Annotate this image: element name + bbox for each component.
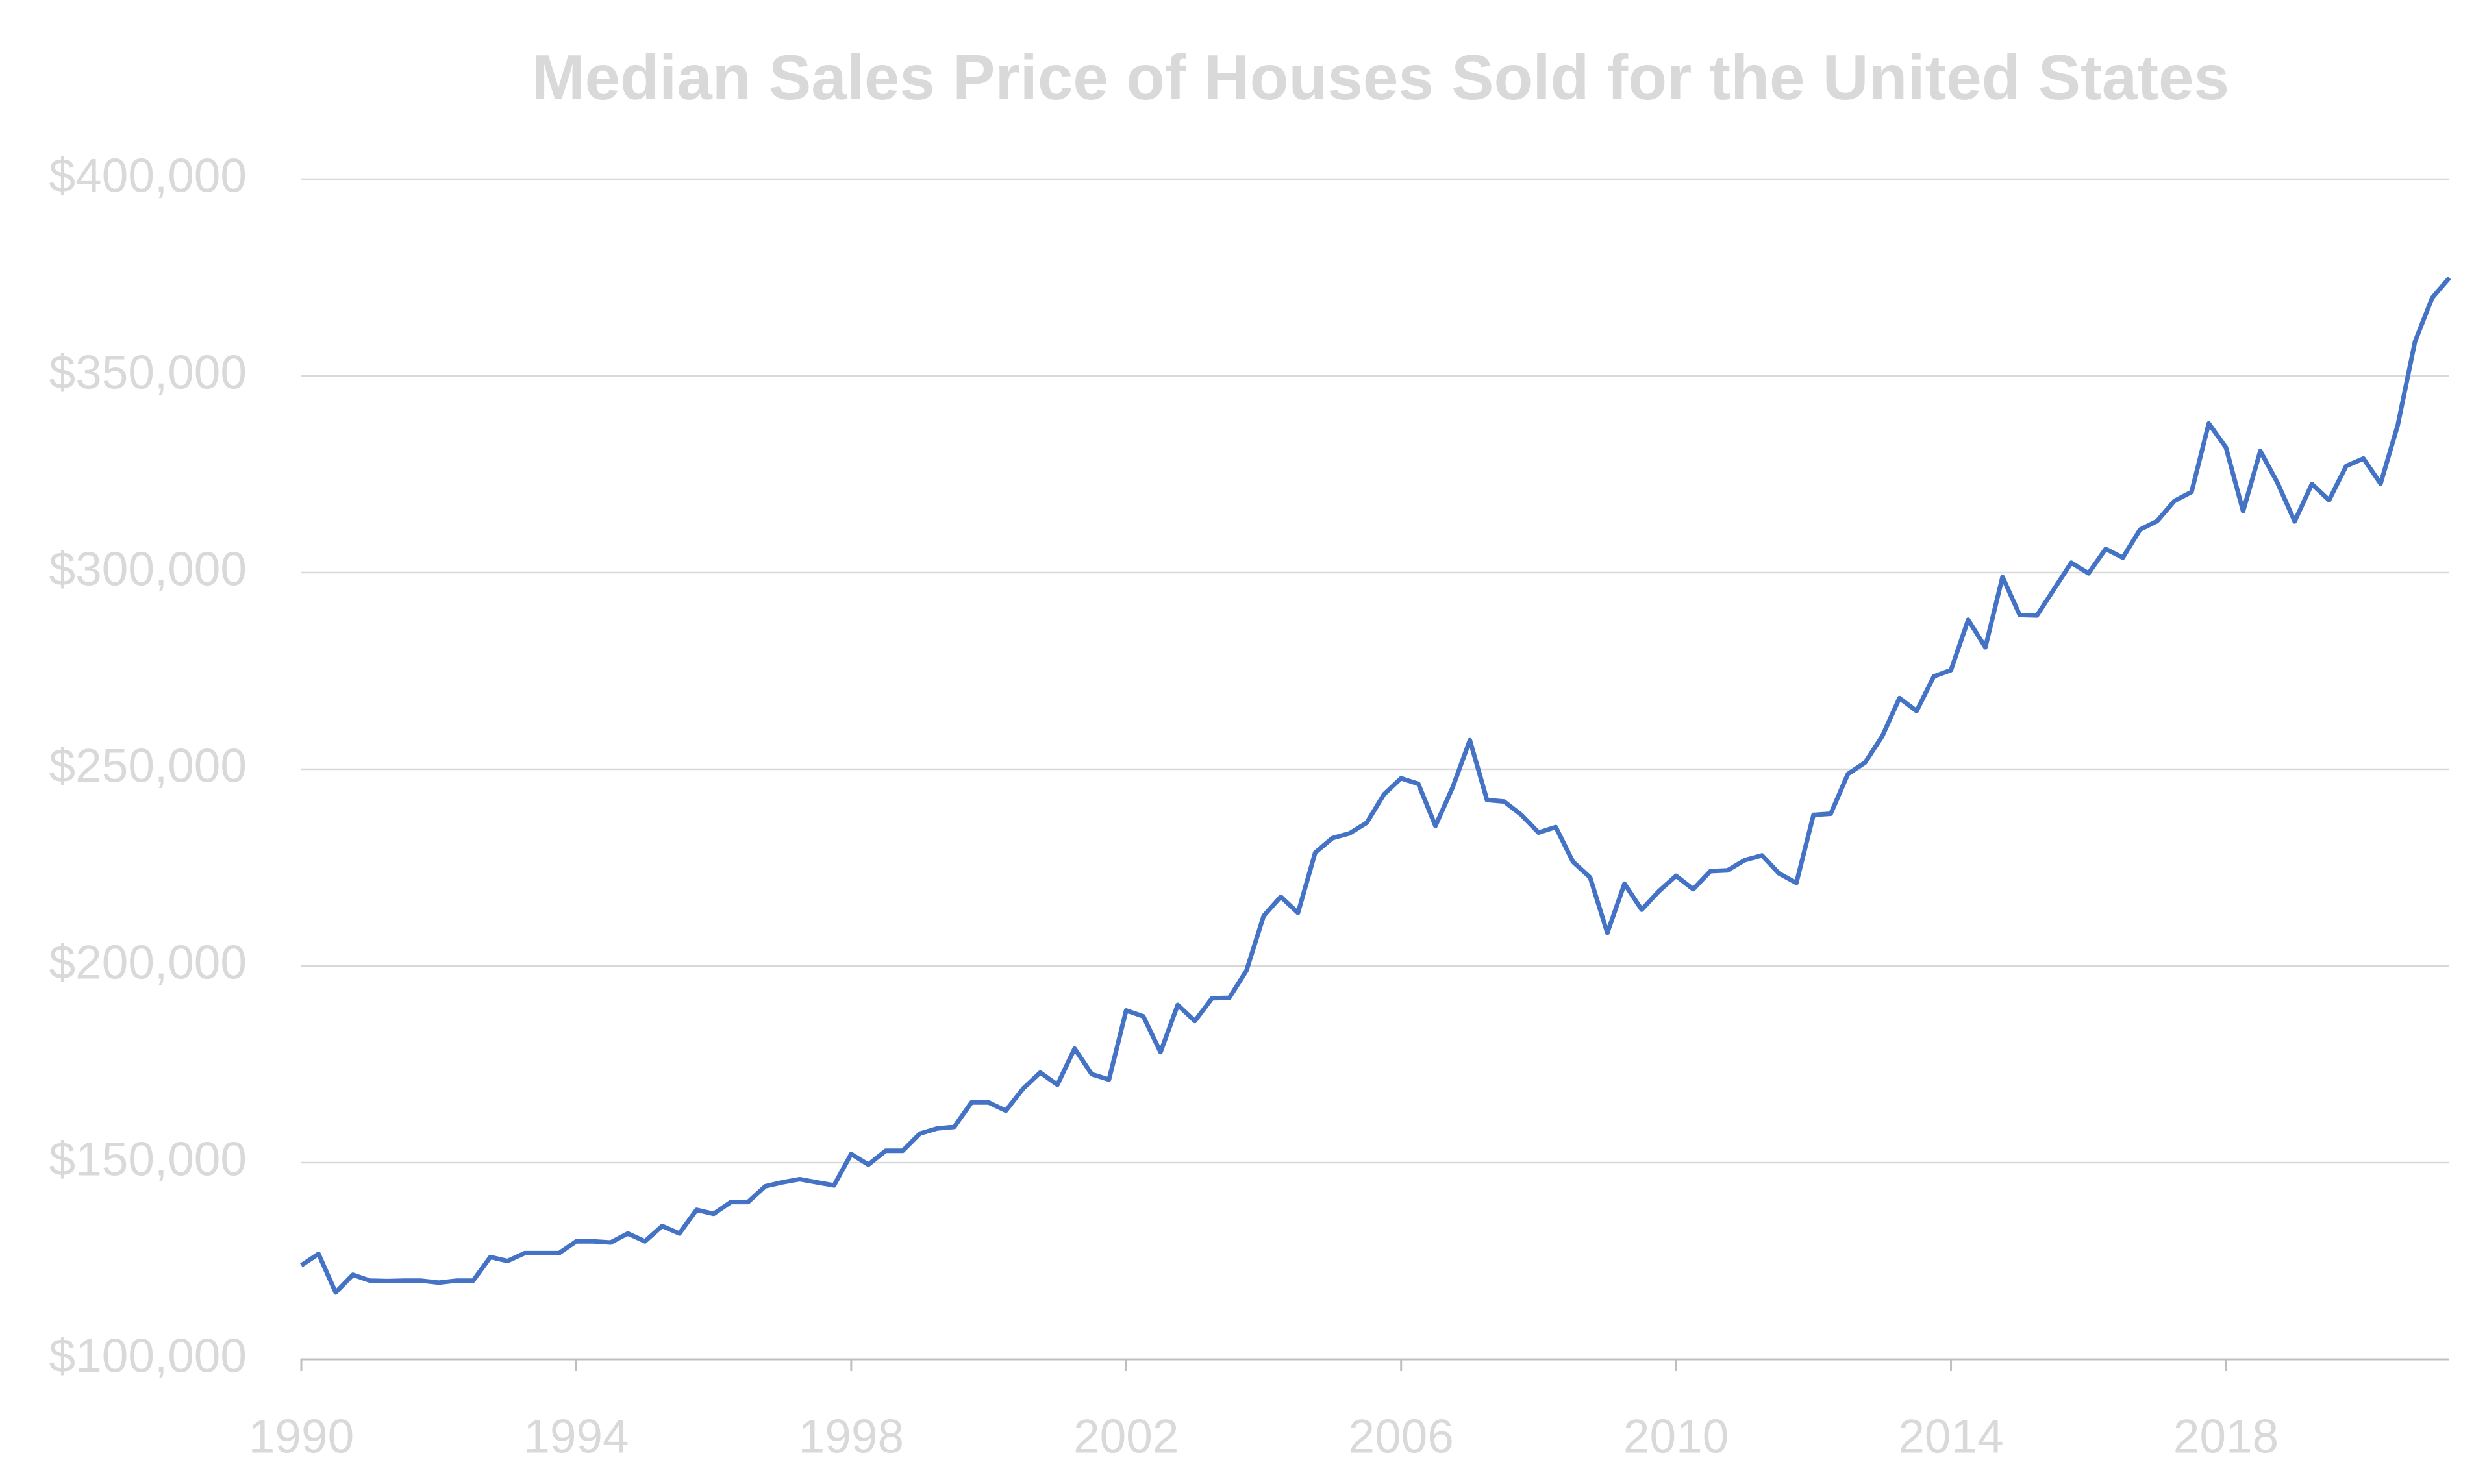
line-series bbox=[300, 276, 2451, 1295]
y-tick-label: $400,000 bbox=[49, 149, 247, 202]
x-tick-label: 2014 bbox=[1898, 1410, 2003, 1463]
x-tick-label: 1994 bbox=[523, 1410, 629, 1463]
x-tick-label: 2006 bbox=[1348, 1410, 1453, 1463]
x-tick-label: 2002 bbox=[1073, 1410, 1179, 1463]
y-tick-label: $300,000 bbox=[49, 543, 247, 595]
x-tick-label: 1990 bbox=[249, 1410, 354, 1463]
chart-title: Median Sales Price of Houses Sold for th… bbox=[532, 42, 2229, 113]
x-tick-label: 2018 bbox=[2173, 1410, 2279, 1463]
x-tick-label: 2010 bbox=[1623, 1410, 1729, 1463]
x-tick-label: 1998 bbox=[799, 1410, 904, 1463]
y-tick-label: $250,000 bbox=[49, 739, 247, 792]
y-tick-label: $150,000 bbox=[49, 1133, 247, 1185]
y-tick-label: $350,000 bbox=[49, 346, 247, 399]
y-tick-label: $200,000 bbox=[49, 936, 247, 989]
y-tick-label: $100,000 bbox=[49, 1329, 247, 1382]
